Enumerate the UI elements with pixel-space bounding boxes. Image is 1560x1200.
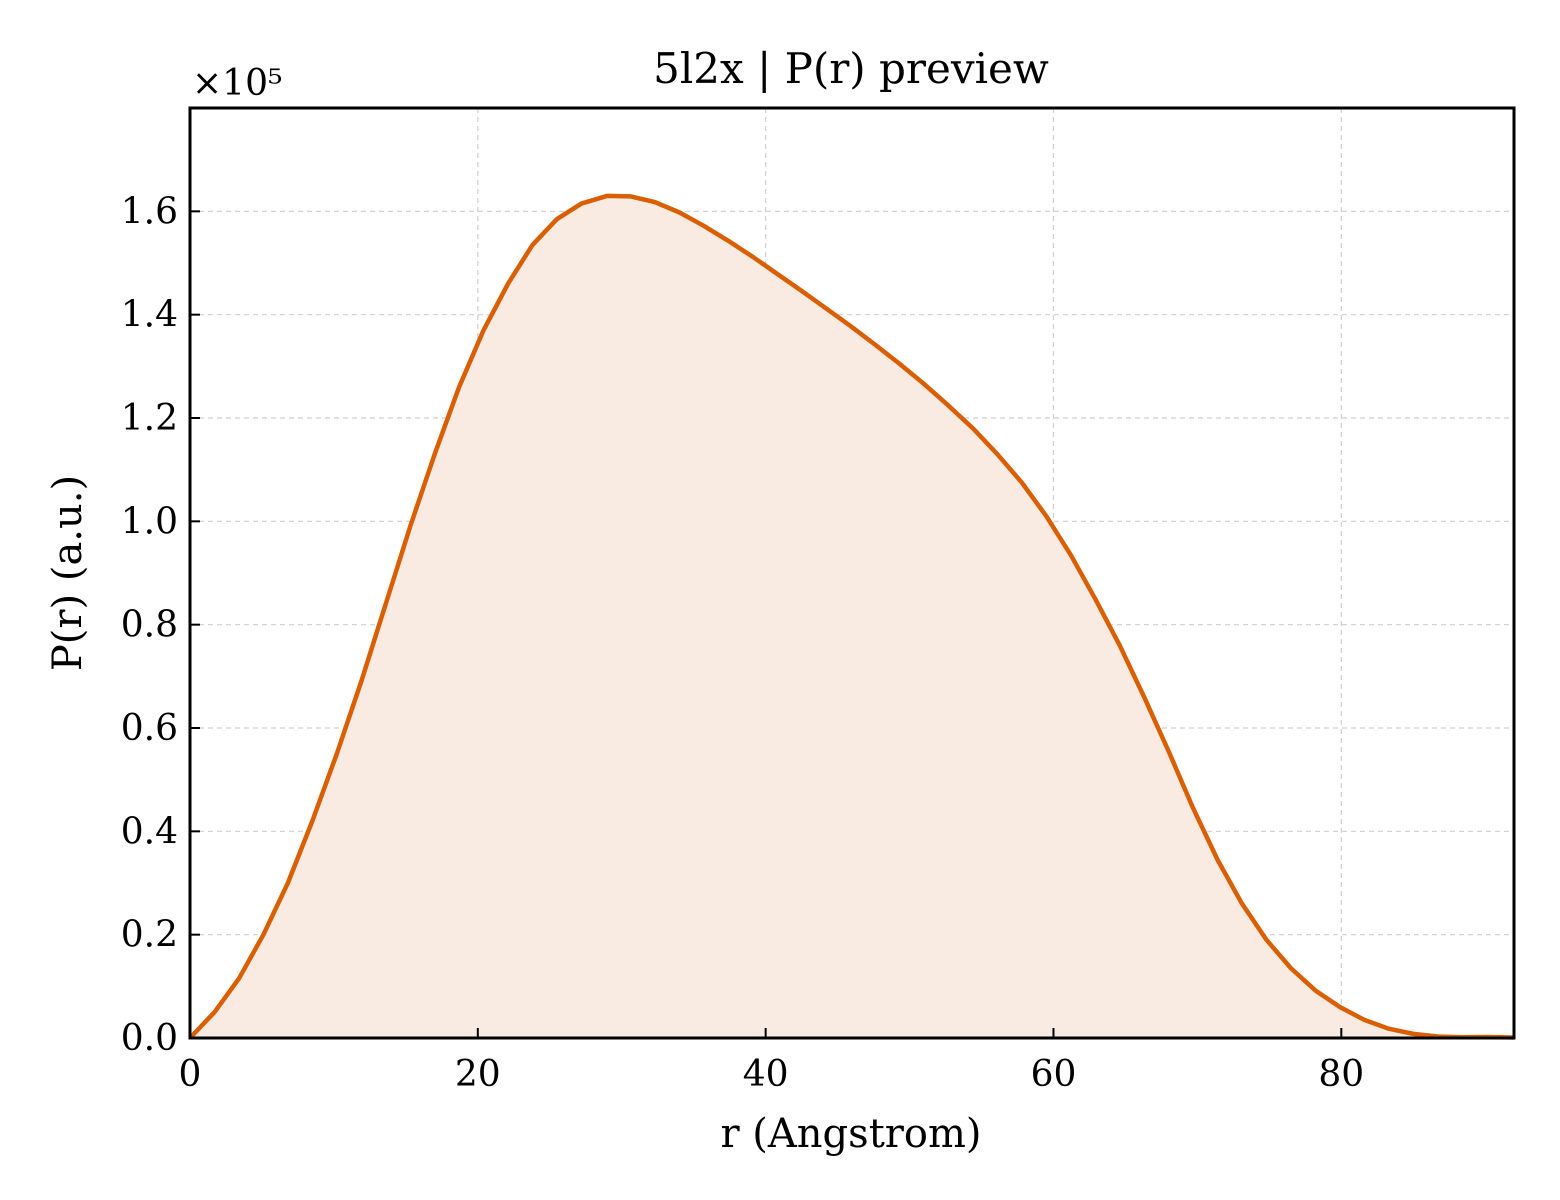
x-tick-label: 0 [179,1054,202,1095]
x-tick-label: 80 [1318,1054,1364,1095]
y-tick-label: 0.4 [121,811,178,852]
chart-title: 5l2x | P(r) preview [653,44,1049,93]
pr-area-fill [190,195,1514,1038]
y-tick-label: 1.6 [121,191,178,232]
y-tick-label: 1.4 [121,295,178,336]
y-axis-label: P(r) (a.u.) [45,475,91,671]
pr-curve-line [188,193,1515,1040]
tick-labels: 0 20 40 60 80 0.0 0.2 0.4 0.6 0.8 1.0 1.2 1.4 1.6 [121,191,1364,1095]
y-tick-label: 0.6 [121,708,178,749]
x-tick-label: 20 [455,1054,501,1095]
y-tick-label: 0.0 [121,1018,178,1059]
y-tick-label: 1.2 [121,398,178,439]
x-tick-label: 60 [1031,1054,1077,1095]
plot-frame [188,106,1516,1040]
y-tick-label: 0.8 [121,605,178,646]
x-axis-label: r (Angstrom) [720,1111,981,1157]
y-tick-label: 1.0 [121,501,178,542]
x-tick-label: 40 [743,1054,789,1095]
y-tick-label: 0.2 [121,915,178,956]
y-scale-multiplier: ×10⁵ [192,63,282,104]
